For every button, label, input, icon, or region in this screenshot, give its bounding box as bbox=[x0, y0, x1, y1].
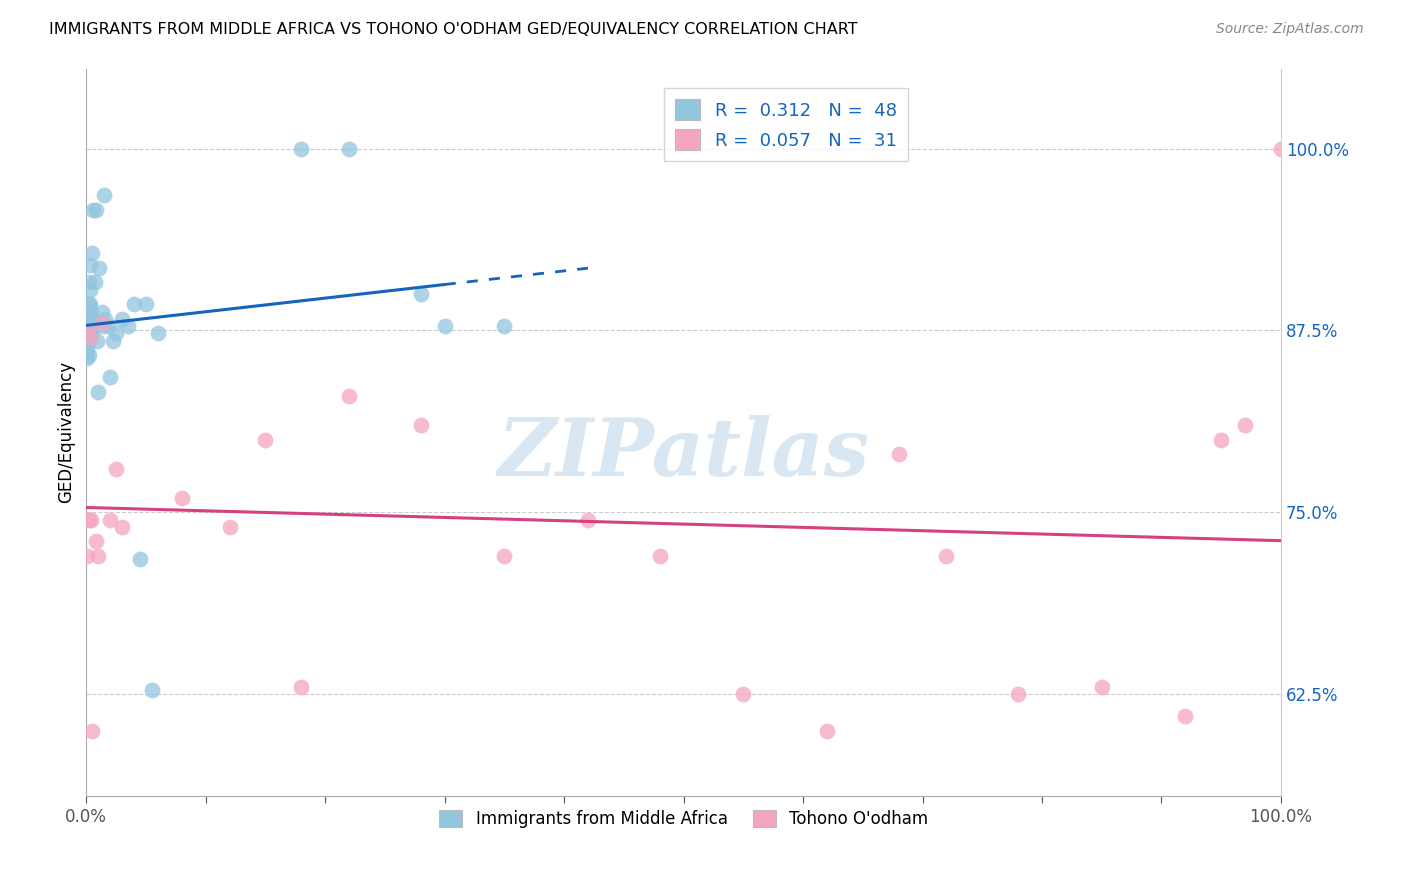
Point bbox=[77, 331, 100, 345]
Point bbox=[146, 326, 169, 341]
Point bbox=[1091, 680, 1114, 694]
Text: IMMIGRANTS FROM MIDDLE AFRICA VS TOHONO O'ODHAM GED/EQUIVALENCY CORRELATION CHAR: IMMIGRANTS FROM MIDDLE AFRICA VS TOHONO … bbox=[49, 22, 858, 37]
Point bbox=[117, 319, 139, 334]
Point bbox=[90, 316, 112, 330]
Point bbox=[105, 326, 128, 341]
Point bbox=[84, 534, 107, 549]
Point bbox=[82, 246, 104, 260]
Point bbox=[254, 433, 277, 447]
Text: Source: ZipAtlas.com: Source: ZipAtlas.com bbox=[1216, 22, 1364, 37]
Point bbox=[122, 297, 145, 311]
Point bbox=[94, 311, 117, 326]
Point bbox=[93, 188, 115, 202]
Point bbox=[111, 311, 134, 326]
Point bbox=[80, 513, 103, 527]
Point bbox=[105, 461, 128, 475]
Point bbox=[290, 142, 312, 156]
Point bbox=[87, 549, 110, 563]
Point bbox=[79, 331, 101, 345]
Point bbox=[86, 334, 108, 348]
Point bbox=[1234, 417, 1257, 432]
Point bbox=[80, 326, 103, 341]
Point bbox=[1007, 687, 1029, 701]
Point bbox=[76, 549, 98, 563]
Point bbox=[83, 276, 105, 290]
Point bbox=[648, 549, 671, 563]
Point bbox=[218, 520, 240, 534]
Point bbox=[433, 319, 456, 334]
Point bbox=[290, 680, 312, 694]
Point bbox=[1211, 433, 1233, 447]
Point bbox=[82, 202, 104, 217]
Point bbox=[409, 417, 432, 432]
Point bbox=[83, 319, 105, 334]
Point bbox=[1174, 709, 1197, 723]
Point bbox=[82, 311, 104, 326]
Point bbox=[76, 332, 98, 346]
Point bbox=[1270, 142, 1292, 156]
Point bbox=[887, 447, 910, 461]
Point bbox=[79, 297, 101, 311]
Point bbox=[91, 319, 114, 334]
Point bbox=[409, 287, 432, 301]
Point bbox=[337, 142, 360, 156]
Point bbox=[77, 276, 100, 290]
Point bbox=[76, 339, 98, 353]
Point bbox=[77, 311, 100, 326]
Point bbox=[76, 319, 98, 334]
Point bbox=[98, 370, 121, 384]
Point bbox=[77, 297, 100, 311]
Point bbox=[337, 389, 360, 403]
Point bbox=[576, 513, 599, 527]
Point bbox=[76, 351, 98, 365]
Point bbox=[79, 331, 101, 345]
Point bbox=[135, 297, 157, 311]
Point bbox=[77, 513, 100, 527]
Point bbox=[77, 322, 100, 336]
Point bbox=[82, 723, 104, 738]
Point bbox=[170, 491, 193, 505]
Point bbox=[82, 319, 104, 334]
Point bbox=[129, 552, 152, 566]
Point bbox=[733, 687, 755, 701]
Point bbox=[76, 326, 98, 341]
Point bbox=[141, 682, 163, 697]
Point bbox=[79, 258, 101, 272]
Point bbox=[77, 348, 100, 362]
Point bbox=[494, 549, 516, 563]
Point bbox=[90, 304, 112, 318]
Point bbox=[89, 260, 111, 275]
Point bbox=[79, 283, 101, 297]
Point bbox=[494, 319, 516, 334]
Point bbox=[87, 384, 110, 399]
Point bbox=[80, 304, 103, 318]
Point bbox=[97, 319, 120, 334]
Point bbox=[101, 334, 124, 348]
Point bbox=[935, 549, 957, 563]
Text: ZIPatlas: ZIPatlas bbox=[498, 416, 870, 493]
Point bbox=[98, 513, 121, 527]
Point bbox=[76, 323, 98, 337]
Point bbox=[111, 520, 134, 534]
Legend: Immigrants from Middle Africa, Tohono O'odham: Immigrants from Middle Africa, Tohono O'… bbox=[432, 804, 935, 835]
Point bbox=[76, 345, 98, 359]
Y-axis label: GED/Equivalency: GED/Equivalency bbox=[58, 361, 75, 503]
Point bbox=[84, 202, 107, 217]
Point bbox=[815, 723, 838, 738]
